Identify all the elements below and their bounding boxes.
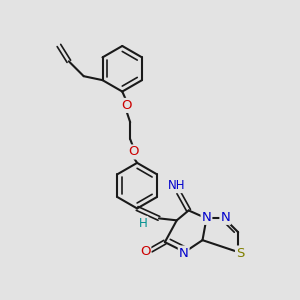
Text: N: N: [220, 211, 230, 224]
Text: NH: NH: [168, 179, 185, 192]
Text: O: O: [128, 146, 138, 158]
Text: N: N: [179, 247, 189, 260]
Text: N: N: [202, 211, 211, 224]
Text: O: O: [140, 244, 150, 258]
Text: H: H: [139, 217, 147, 230]
Text: O: O: [121, 99, 131, 112]
Text: S: S: [236, 247, 244, 260]
